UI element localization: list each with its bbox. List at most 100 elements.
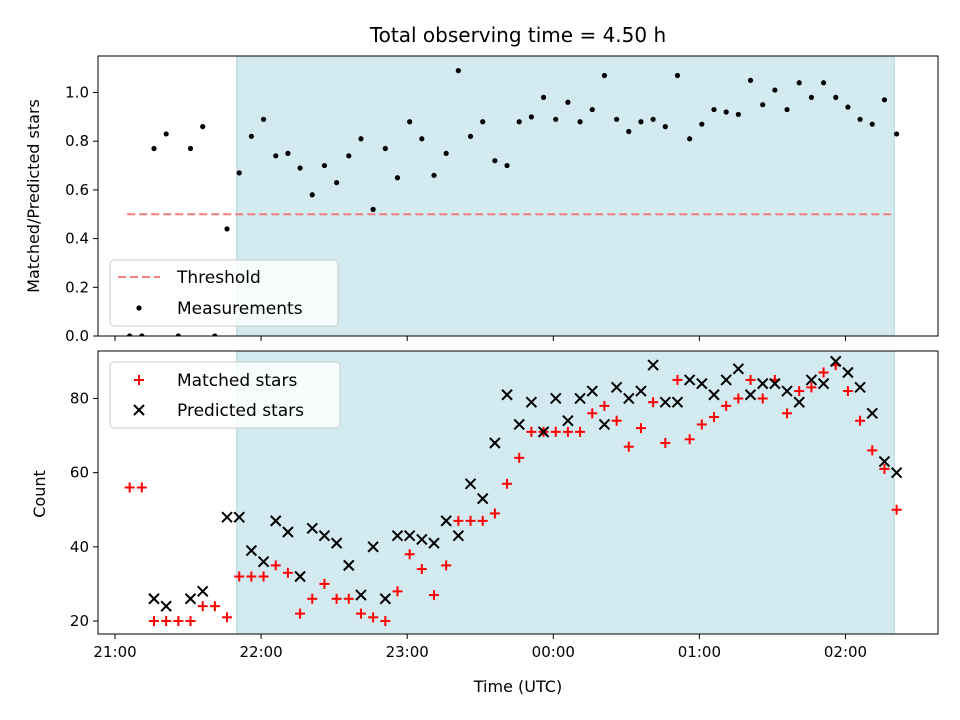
predicted-star-point [416, 533, 428, 546]
measurement-point [747, 77, 754, 83]
predicted-star-point [574, 392, 586, 405]
y-tick-label: 0.2 [65, 278, 89, 296]
matched-star-point [611, 415, 622, 426]
x-tick-label: 02:00 [824, 643, 867, 661]
matched-star-point [794, 386, 805, 397]
measurement-point [723, 109, 729, 115]
predicted-star-point [671, 396, 684, 408]
measurement-point [224, 226, 230, 232]
matched-star-point [319, 578, 330, 589]
predicted-star-point [318, 530, 331, 542]
y-tick-label: 60 [70, 464, 89, 482]
measurement-point [808, 94, 814, 100]
y-tick-label: 0.8 [65, 132, 89, 150]
matched-star-point [404, 549, 415, 560]
matched-star-point [672, 374, 683, 385]
predicted-star-point [683, 374, 696, 386]
measurement-point [394, 175, 401, 181]
y-tick-label: 40 [70, 538, 89, 556]
predicted-star-point [842, 366, 854, 379]
measurement-point [504, 162, 510, 169]
x-tick-label: 00:00 [532, 643, 575, 661]
legend-predicted-swatch [133, 404, 145, 416]
matched-star-point [161, 616, 172, 627]
matched-star-point [222, 612, 233, 623]
predicted-star-point [306, 522, 318, 534]
axes-frame [97, 55, 939, 337]
measurement-point [346, 153, 352, 159]
legend-predicted-label: Predicted stars [177, 401, 304, 421]
measurement-point [334, 180, 340, 186]
matched-star-point [660, 437, 671, 448]
measurement-point [614, 116, 620, 122]
legend-matched-label: Matched stars [177, 371, 297, 391]
predicted-star-point [586, 385, 598, 397]
matched-star-point [429, 590, 439, 601]
matched-star-point [465, 515, 476, 526]
predicted-star-point [610, 381, 623, 394]
predicted-star-point [830, 355, 842, 368]
matched-star-point [684, 434, 695, 445]
measurement-point [431, 172, 437, 178]
matched-star-point [441, 560, 452, 571]
predicted-star-point [379, 593, 392, 605]
matched-star-point [270, 560, 281, 571]
y-tick-label: 80 [70, 389, 89, 407]
measurement-point [540, 94, 547, 100]
predicted-star-point [890, 466, 903, 479]
measurement-point [735, 111, 741, 118]
matched-star-point [307, 593, 318, 604]
matched-star-point [380, 616, 391, 627]
matched-star-point [416, 564, 427, 575]
matched-star-point [234, 571, 245, 582]
observing-span [236, 350, 895, 635]
chart-title: Total observing time = 4.50 h [369, 23, 666, 47]
matched-star-point [392, 586, 403, 597]
matched-star-point [295, 608, 306, 619]
legend-matched-swatch [134, 375, 144, 385]
measurement-point [687, 136, 693, 142]
measurement-point [151, 145, 157, 152]
measurement-point [285, 150, 291, 156]
predicted-star-point [428, 537, 440, 549]
predicted-star-point [160, 600, 172, 612]
matched-star-point [891, 504, 902, 515]
matched-star-point [526, 426, 537, 437]
measurement-point [833, 94, 839, 100]
predicted-star-point [525, 396, 538, 408]
measurement-point [260, 116, 267, 122]
measurement-point [492, 158, 498, 164]
measurement-point [601, 72, 608, 79]
matched-star-point [331, 593, 342, 604]
matched-star-point [489, 508, 500, 519]
measurement-point [699, 121, 705, 127]
measurement-point [467, 133, 474, 139]
predicted-star-point [282, 526, 294, 538]
predicted-star-point [391, 530, 404, 542]
matched-star-point [818, 367, 829, 378]
y-tick-label: 0.0 [65, 327, 89, 345]
measurement-point [869, 121, 875, 127]
matched-star-point [502, 478, 513, 489]
measurement-point [358, 136, 364, 142]
predicted-star-point [257, 555, 270, 568]
measurement-point [796, 80, 802, 86]
measurement-point [650, 116, 656, 122]
x-tick-label: 23:00 [386, 643, 429, 661]
predicted-star-point [562, 415, 574, 427]
measurement-point [309, 192, 315, 198]
predicted-star-point [245, 544, 258, 557]
measurement-point [820, 80, 827, 86]
measurement-point [857, 116, 863, 122]
predicted-star-point [756, 377, 769, 390]
measurement-point [516, 119, 522, 125]
measurement-point [443, 150, 449, 156]
matched-star-point [550, 426, 561, 437]
predicted-star-point [476, 492, 489, 505]
measurement-point [419, 136, 425, 142]
measurement-point [881, 97, 888, 103]
measurement-point [212, 333, 218, 336]
predicted-star-point [221, 511, 233, 523]
measurement-point [236, 170, 242, 176]
